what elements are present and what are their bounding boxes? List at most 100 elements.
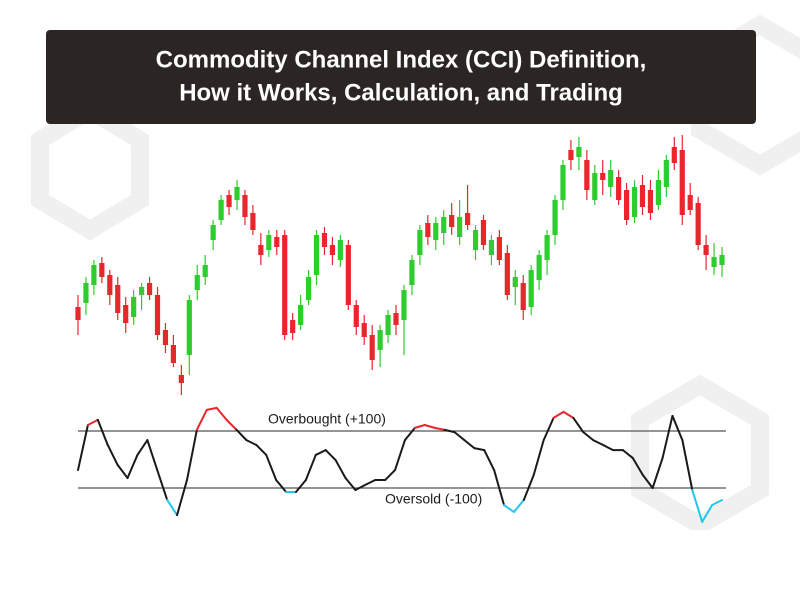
cci-line-segment [394, 439, 406, 472]
cci-line-segment [413, 424, 426, 429]
candle-body [457, 217, 463, 237]
cci-line-segment [176, 479, 188, 517]
cci-line-segment [433, 426, 446, 431]
candle-body [655, 180, 661, 205]
candle-body [107, 275, 113, 295]
candle-body [369, 335, 375, 360]
cci-line-segment [324, 449, 337, 462]
candle-body [512, 277, 518, 287]
cci-line-segment [96, 418, 109, 446]
title-line: How it Works, Calculation, and Trading [179, 79, 623, 106]
candle-body [202, 265, 208, 277]
candle-body [703, 245, 709, 255]
candle-body [313, 235, 320, 275]
candle-body [584, 160, 590, 190]
cci-line-segment [423, 424, 436, 429]
corner-patch [645, 530, 782, 585]
cci-line-segment [166, 498, 179, 517]
candle-body [488, 240, 495, 255]
cci-line-segment [245, 439, 258, 446]
cci-line-segment [503, 504, 515, 513]
cci-line-segment [522, 473, 535, 501]
candle-body [600, 173, 606, 180]
candle-body [544, 235, 550, 260]
candle-body [282, 235, 288, 335]
cci-line-segment [671, 414, 684, 442]
cci-line-segment [384, 469, 397, 482]
candle-body [353, 305, 359, 327]
candle-body [616, 177, 622, 200]
candle-body [337, 240, 343, 260]
candle-body [695, 203, 701, 245]
candle-body [290, 320, 296, 333]
candle-body [385, 315, 391, 335]
candle-body [321, 233, 328, 247]
cci-line-segment [621, 449, 634, 460]
candle-body [194, 275, 200, 290]
cci-line-segment [562, 410, 575, 419]
cci-line-segment [651, 457, 664, 489]
cci-line-segment [185, 428, 198, 482]
cci-line-segment [77, 424, 89, 472]
candle-body [274, 237, 280, 247]
cci-line-segment [661, 414, 674, 460]
candle-body [139, 287, 145, 295]
candle-body [631, 187, 638, 217]
candle-body [663, 160, 669, 187]
cci-line-segment [334, 459, 347, 480]
candle-body [520, 283, 526, 310]
candle-body [480, 220, 487, 245]
candle-body [592, 173, 598, 200]
candle-body [671, 147, 677, 163]
cci-line-segment [483, 449, 496, 472]
candle-body [146, 283, 153, 295]
cci-line-segment [473, 447, 486, 452]
candle-body [234, 187, 240, 200]
cci-line-segment [602, 443, 615, 452]
cci-line-segment [572, 416, 585, 434]
cci-line-segment [681, 439, 694, 491]
cci-line-segment [701, 504, 714, 523]
cci-line-segment [344, 477, 357, 491]
candle-body [647, 190, 654, 213]
hexagon [691, 14, 800, 176]
candle-body [345, 245, 351, 305]
candle-body [608, 170, 614, 187]
hexagon [31, 99, 149, 241]
cci-line-segment [453, 431, 466, 442]
candle-body [83, 283, 89, 303]
cci-line-segment [711, 498, 723, 507]
candle-body [377, 330, 383, 350]
candle-body [496, 237, 502, 260]
candle-body [218, 200, 224, 220]
candle-body [115, 285, 121, 313]
candle-body [226, 195, 232, 207]
candle-body [433, 223, 439, 240]
candle-body [528, 270, 534, 307]
cci-line-segment [532, 439, 545, 476]
cci-line-segment [126, 453, 139, 480]
candle-body [409, 260, 415, 285]
cci-line-segment [156, 469, 169, 501]
candle-body [393, 313, 399, 325]
cci-line-segment [235, 428, 248, 442]
candle-body [170, 345, 177, 363]
cci-line-segment [443, 428, 456, 434]
candle-body [568, 150, 574, 160]
cci-line-segment [364, 479, 377, 486]
cci-line-segment [354, 483, 367, 491]
cci-line-segment [195, 408, 208, 431]
candle-body [449, 215, 455, 227]
candle-body [178, 375, 184, 383]
candle-body [401, 290, 407, 320]
cci-line-segment [542, 416, 555, 442]
cci-line-segment [215, 406, 228, 421]
candle-body [417, 230, 423, 255]
cci-line-segment [275, 479, 288, 493]
cci-line-segment [146, 439, 159, 472]
cci-line-segment [225, 418, 238, 431]
cci-line-segment [592, 439, 605, 446]
candle-body [123, 305, 129, 323]
cci-line-segment [582, 431, 595, 442]
